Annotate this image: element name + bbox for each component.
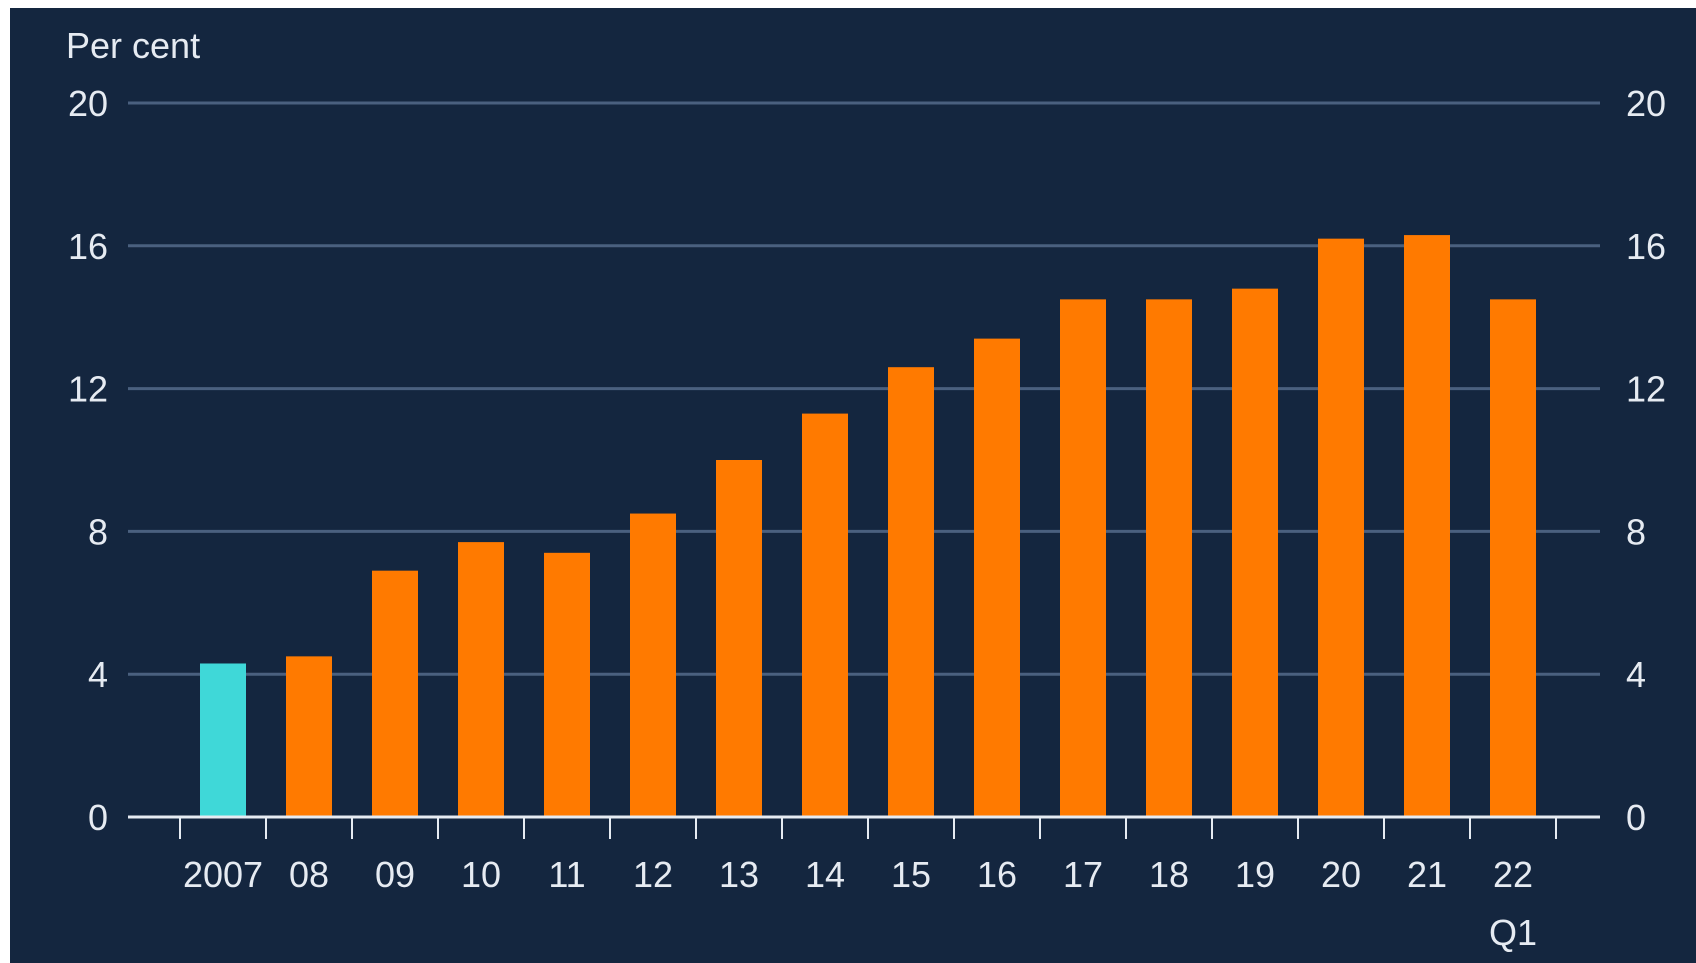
y-tick-left: 12 <box>68 369 108 410</box>
y-tick-right: 4 <box>1626 654 1646 695</box>
bar-13 <box>716 460 762 817</box>
y-axis-unit-label: Per cent <box>66 25 200 66</box>
y-tick-right: 16 <box>1626 226 1666 267</box>
x-tick-label: 22 <box>1493 854 1533 895</box>
bar-10 <box>458 542 504 817</box>
x-tick-label: 2007 <box>183 854 263 895</box>
y-tick-left: 0 <box>88 797 108 838</box>
bars <box>200 235 1536 818</box>
bar-2007 <box>200 663 246 817</box>
gridlines <box>128 101 1600 676</box>
y-tick-right: 12 <box>1626 369 1666 410</box>
y-tick-left: 20 <box>68 83 108 124</box>
x-tick-label: 11 <box>548 854 585 895</box>
y-tick-left: 16 <box>68 226 108 267</box>
bar-22 <box>1490 299 1536 818</box>
y-tick-right: 0 <box>1626 797 1646 838</box>
x-tick-label: 09 <box>375 854 415 895</box>
x-tick-label: 14 <box>805 854 845 895</box>
bar-16 <box>974 338 1020 817</box>
bar-17 <box>1060 299 1106 818</box>
bar-18 <box>1146 299 1192 818</box>
y-tick-left: 8 <box>88 511 108 552</box>
bar-08 <box>286 656 332 817</box>
y-tick-left: 4 <box>88 654 108 695</box>
x-tick-labels: 2007 08 09 10 11 12 13 14 15 16 17 18 19 20 21 22 Q1 <box>183 854 1537 953</box>
x-tick-label: 12 <box>633 854 673 895</box>
bar-21 <box>1404 235 1450 818</box>
x-tick-label: 17 <box>1063 854 1103 895</box>
x-tick-label: 21 <box>1407 854 1447 895</box>
x-tick-sublabel: Q1 <box>1489 912 1537 953</box>
bar-14 <box>802 413 848 817</box>
bar-12 <box>630 513 676 817</box>
x-tick-label: 15 <box>891 854 931 895</box>
y-axis-right: 0 4 8 12 16 20 <box>1626 83 1666 838</box>
y-tick-right: 20 <box>1626 83 1666 124</box>
x-axis <box>128 815 1600 839</box>
x-tick-label: 13 <box>719 854 759 895</box>
x-tick-label: 16 <box>977 854 1017 895</box>
bar-11 <box>544 552 590 817</box>
x-tick-label: 20 <box>1321 854 1361 895</box>
bar-15 <box>888 367 934 817</box>
x-tick-label: 08 <box>289 854 329 895</box>
bar-20 <box>1318 238 1364 817</box>
x-tick-label: 10 <box>461 854 501 895</box>
y-tick-right: 8 <box>1626 511 1646 552</box>
x-tick-label: 18 <box>1149 854 1189 895</box>
x-tick-label: 19 <box>1235 854 1275 895</box>
y-axis-left: 0 4 8 12 16 20 <box>68 83 108 838</box>
bar-09 <box>372 570 418 817</box>
bar-19 <box>1232 288 1278 817</box>
